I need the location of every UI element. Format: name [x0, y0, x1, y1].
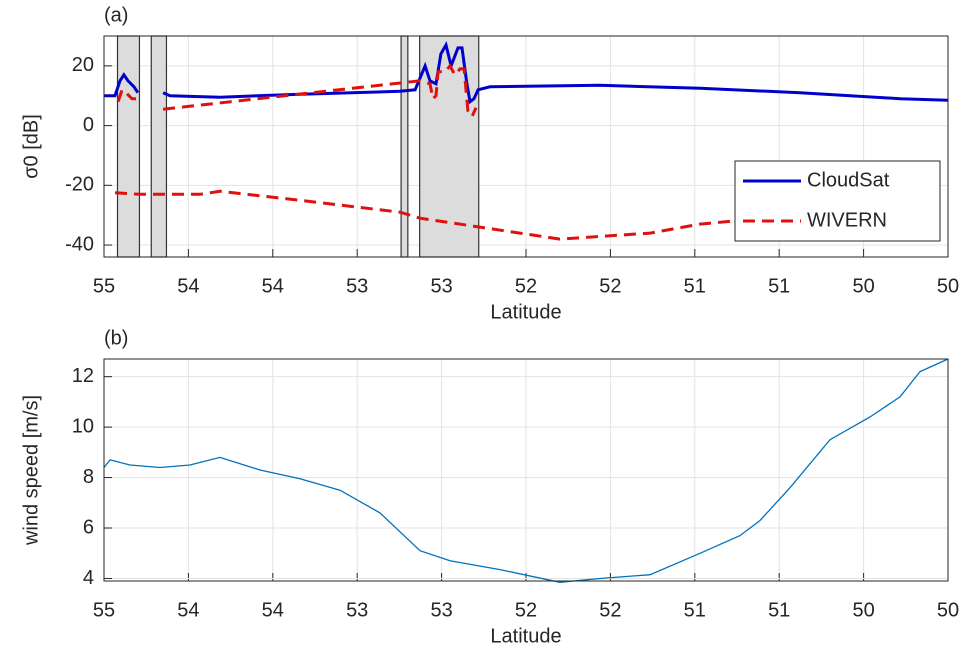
- y-tick-label: 12: [72, 365, 94, 387]
- x-tick-label: 52: [515, 275, 537, 297]
- legend-box: [734, 160, 941, 242]
- legend-label: CloudSat: [807, 169, 890, 191]
- x-tick-label: 54: [262, 275, 284, 297]
- x-tick-label: 53: [430, 275, 452, 297]
- legend-label: WIVERN: [807, 209, 887, 231]
- x-tick-label: 50: [937, 599, 959, 621]
- y-tick-label: 10: [72, 415, 94, 437]
- y-tick-label: -40: [65, 233, 94, 255]
- x-tick-label: 50: [852, 275, 874, 297]
- x-tick-label: 52: [599, 599, 621, 621]
- y-tick-label: 20: [72, 54, 94, 76]
- x-tick-label: 53: [346, 275, 368, 297]
- x-tick-label: 55: [93, 599, 115, 621]
- x-tick-label: 51: [684, 275, 706, 297]
- y-axis-label: wind speed [m/s]: [20, 395, 42, 546]
- data-line: [104, 40, 949, 105]
- y-tick-label: -20: [65, 174, 94, 196]
- x-tick-label: 50: [852, 599, 874, 621]
- y-axis-label: σ0 [dB]: [20, 114, 42, 179]
- x-tick-label: 52: [599, 275, 621, 297]
- x-tick-label: 54: [177, 599, 199, 621]
- x-tick-label: 51: [768, 275, 790, 297]
- y-tick-label: 6: [83, 516, 94, 538]
- shaded-region: [150, 35, 168, 258]
- y-tick-label: 4: [83, 567, 94, 589]
- panel-label: (b): [104, 327, 128, 349]
- x-tick-label: 53: [430, 599, 452, 621]
- x-tick-label: 51: [684, 599, 706, 621]
- shaded-region: [419, 35, 480, 258]
- panel-label: (a): [104, 4, 128, 26]
- axes-box: [103, 35, 949, 258]
- data-line: [103, 358, 949, 583]
- y-tick-label: 8: [83, 466, 94, 488]
- x-tick-label: 52: [515, 599, 537, 621]
- x-axis-label: Latitude: [490, 301, 561, 323]
- x-tick-label: 53: [346, 599, 368, 621]
- x-axis-label: Latitude: [490, 625, 561, 647]
- y-tick-label: 0: [83, 114, 94, 136]
- x-tick-label: 54: [177, 275, 199, 297]
- axes-box: [103, 358, 949, 582]
- shaded-region: [116, 35, 141, 258]
- x-tick-label: 54: [262, 599, 284, 621]
- shaded-region: [400, 35, 409, 258]
- x-tick-label: 55: [93, 275, 115, 297]
- x-tick-label: 51: [768, 599, 790, 621]
- x-tick-label: 50: [937, 275, 959, 297]
